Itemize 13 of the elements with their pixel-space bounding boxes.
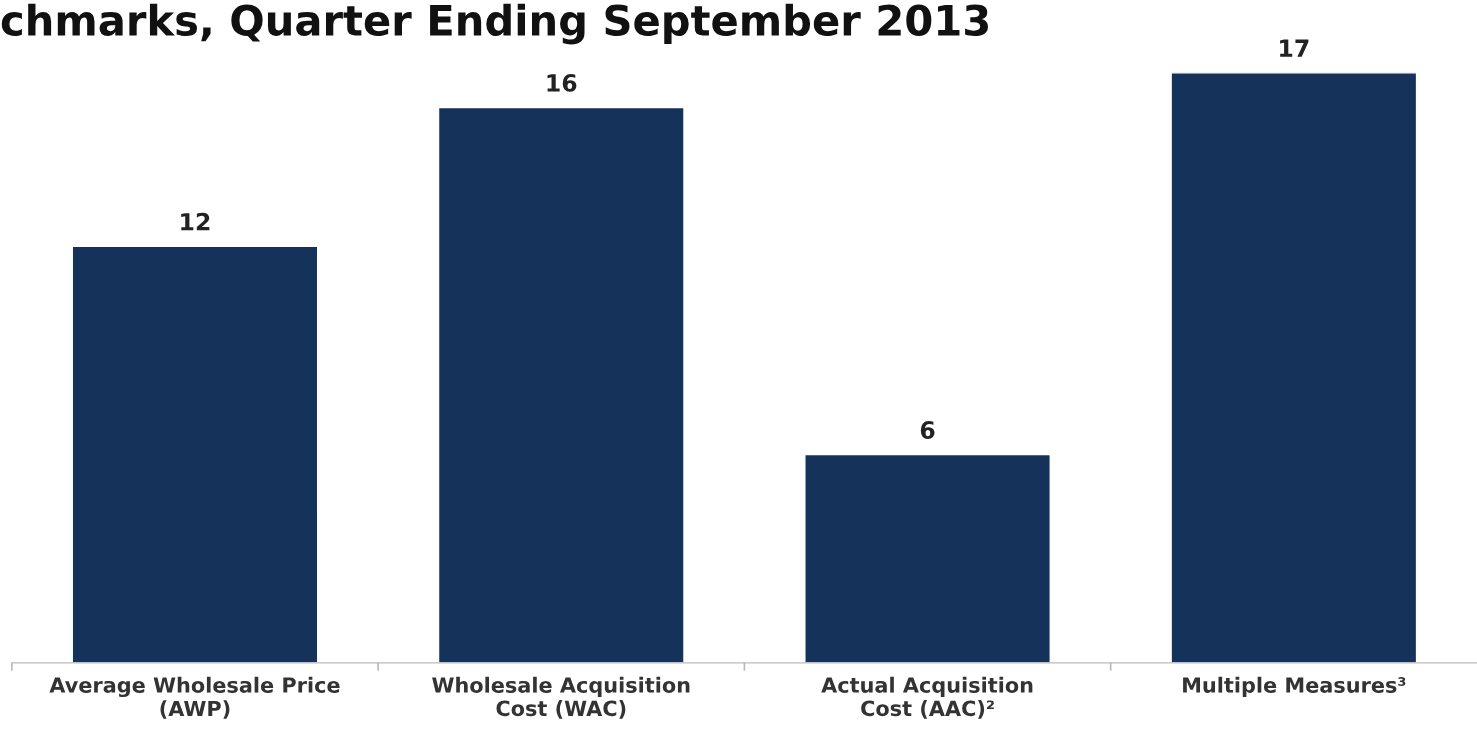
bar — [437, 106, 685, 663]
chart-title: chmarks, Quarter Ending September 2013 — [1, 3, 988, 45]
bar — [71, 245, 319, 663]
data-label: 6 — [920, 421, 935, 439]
data-label: 17 — [1280, 39, 1309, 57]
bar — [1170, 72, 1418, 663]
x-tick-label: Wholesale Acquisition Cost (WAC) — [432, 676, 690, 719]
data-label: 16 — [547, 74, 577, 92]
bar — [804, 453, 1051, 663]
x-tick-label: Multiple Measures³ — [1183, 676, 1406, 697]
data-label: 12 — [181, 212, 210, 231]
x-tick-label: Average Wholesale Price (AWP) — [49, 676, 340, 719]
x-tick-label: Actual Acquisition Cost (AAC)² — [821, 676, 1033, 719]
